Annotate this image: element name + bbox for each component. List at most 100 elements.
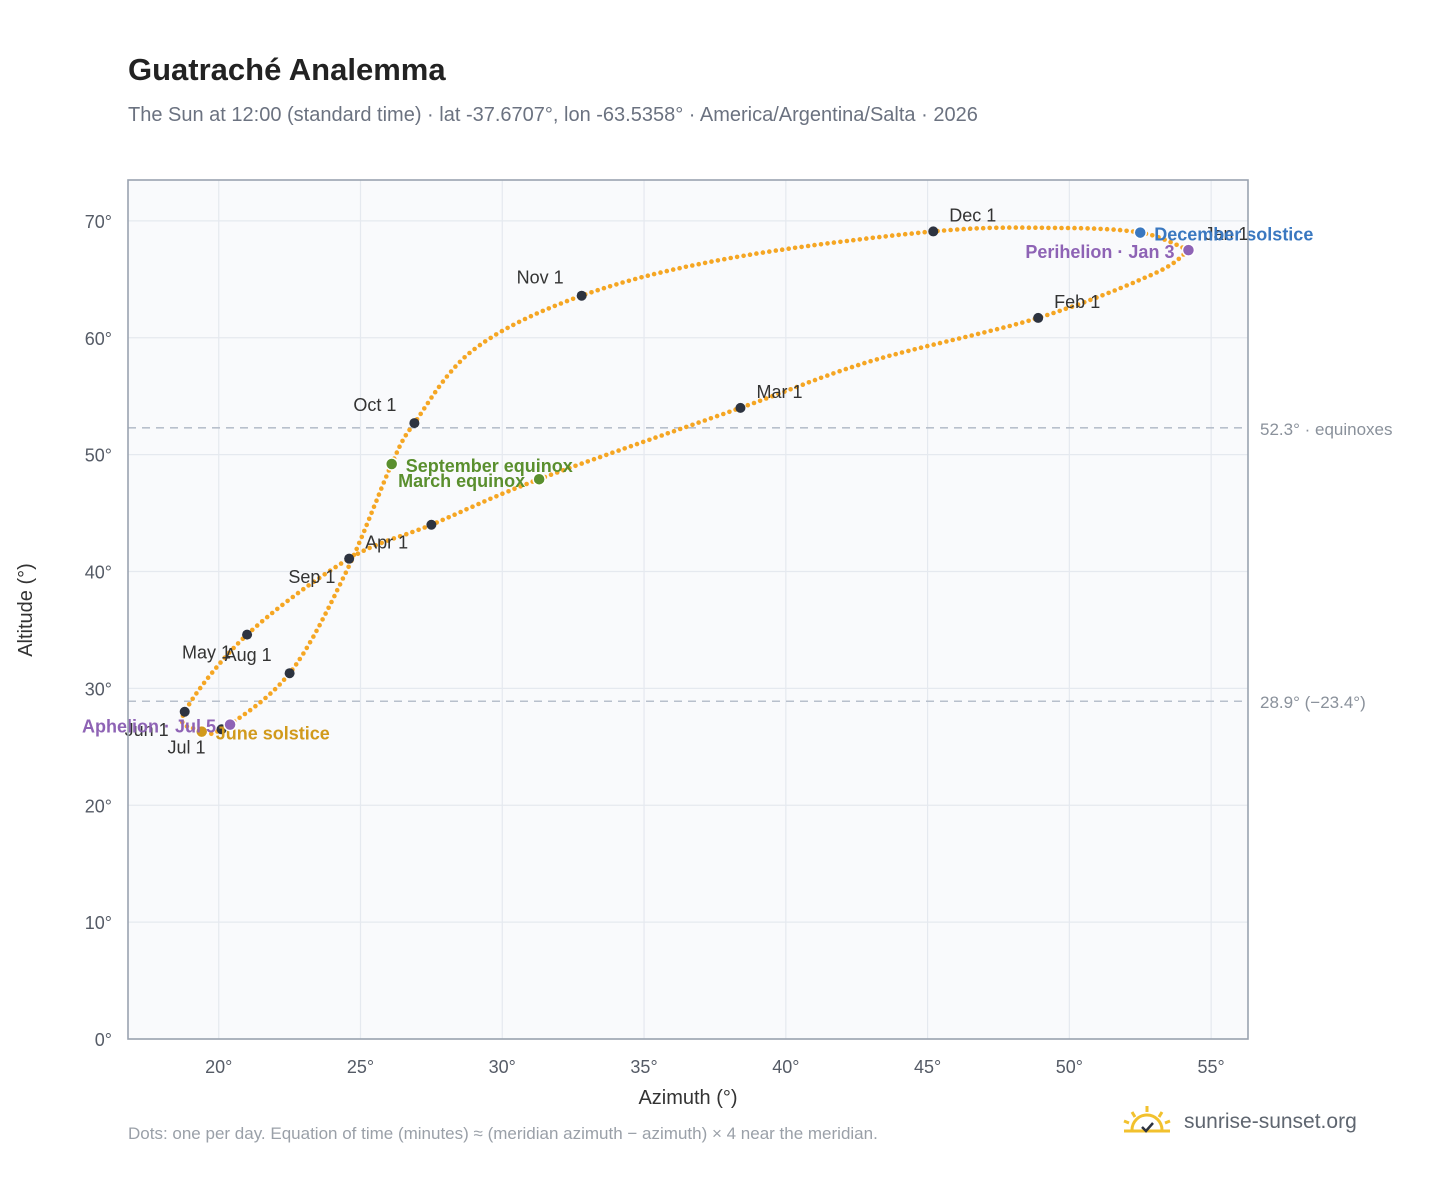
daily-sun-dot xyxy=(616,448,621,453)
daily-sun-dot xyxy=(665,431,671,436)
daily-sun-dot xyxy=(880,355,886,360)
daily-sun-dot xyxy=(887,353,892,359)
daily-sun-dot xyxy=(722,256,727,262)
daily-sun-dot xyxy=(201,680,207,686)
x-axis-label: Azimuth (°) xyxy=(638,1087,737,1109)
daily-sun-dot xyxy=(391,536,397,541)
brand-logo[interactable]: sunrise-sunset.org xyxy=(1120,1102,1357,1142)
daily-sun-dot xyxy=(653,435,658,440)
daily-sun-dot xyxy=(982,330,987,335)
daily-sun-dot xyxy=(922,229,927,235)
daily-sun-dot xyxy=(1082,299,1087,305)
daily-sun-dot xyxy=(889,233,895,238)
daily-sun-dot xyxy=(511,322,516,328)
daily-sun-dot xyxy=(1052,225,1058,231)
daily-sun-dot xyxy=(407,427,412,433)
month-marker-label: Mar 1 xyxy=(756,382,802,402)
daily-sun-dot xyxy=(1020,320,1025,325)
daily-sun-dot xyxy=(849,364,855,370)
daily-sun-dot xyxy=(1150,233,1155,238)
daily-sun-dot xyxy=(658,270,663,275)
daily-sun-dot xyxy=(788,387,793,392)
daily-sun-dot xyxy=(359,534,365,540)
daily-sun-dot xyxy=(831,240,837,245)
daily-sun-dot xyxy=(896,232,901,238)
daily-sun-dot xyxy=(552,303,558,309)
daily-sun-dot xyxy=(323,611,328,616)
daily-sun-dot xyxy=(870,235,876,241)
daily-sun-dot xyxy=(610,450,615,456)
daily-sun-dot xyxy=(1154,270,1159,275)
daily-sun-dot xyxy=(883,234,888,239)
daily-sun-dot xyxy=(522,316,528,322)
daily-sun-dot xyxy=(290,594,296,600)
daily-sun-dot xyxy=(941,228,947,233)
daily-sun-dot xyxy=(464,507,469,512)
daily-sun-dot xyxy=(356,540,362,546)
chart-subtitle: The Sun at 12:00 (standard time) · lat -… xyxy=(128,104,978,126)
month-marker-dot xyxy=(409,418,420,429)
month-marker-dot xyxy=(426,519,437,530)
y-tick-label: 30° xyxy=(85,679,112,699)
daily-sun-dot xyxy=(937,340,943,346)
daily-sun-dot xyxy=(670,267,676,272)
daily-sun-dot xyxy=(446,515,452,520)
daily-sun-dot xyxy=(373,543,378,548)
event-marker-dot xyxy=(384,457,399,471)
x-tick-label: 25° xyxy=(347,1057,374,1077)
daily-sun-dot xyxy=(263,695,268,701)
daily-sun-dot xyxy=(597,454,603,460)
daily-sun-dot xyxy=(381,480,387,485)
daily-sun-dot xyxy=(295,590,301,596)
daily-sun-dot xyxy=(516,319,522,325)
daily-sun-dot xyxy=(931,342,936,347)
daily-sun-dot xyxy=(472,346,477,352)
daily-sun-dot xyxy=(1111,227,1116,232)
daily-sun-dot xyxy=(622,446,627,451)
daily-sun-dot xyxy=(379,540,385,546)
daily-sun-dot xyxy=(647,437,652,443)
daily-sun-dot xyxy=(524,481,529,487)
daily-sun-dot xyxy=(994,326,1000,332)
daily-sun-dot xyxy=(585,459,591,464)
daily-sun-dot xyxy=(843,366,849,372)
footnote: Dots: one per day. Equation of time (min… xyxy=(128,1124,878,1143)
daily-sun-dot xyxy=(734,254,740,260)
daily-sun-dot xyxy=(595,287,600,293)
daily-sun-dot xyxy=(403,433,409,438)
daily-sun-dot xyxy=(573,463,578,469)
daily-sun-dot xyxy=(235,641,241,646)
daily-sun-dot xyxy=(367,545,372,551)
daily-sun-dot xyxy=(425,400,431,406)
daily-sun-dot xyxy=(452,512,457,517)
daily-sun-dot xyxy=(1046,225,1051,231)
daily-sun-dot xyxy=(690,422,695,428)
daily-sun-dot xyxy=(838,239,843,245)
daily-sun-dot xyxy=(432,389,438,395)
daily-sun-dot xyxy=(601,285,607,291)
daily-sun-dot xyxy=(1020,225,1025,230)
daily-sun-dot xyxy=(332,593,337,599)
daily-sun-dot xyxy=(1160,267,1165,272)
event-marker-label: Aphelion · Jul 5 xyxy=(82,717,216,737)
daily-sun-dot xyxy=(645,273,651,279)
daily-sun-dot xyxy=(297,656,303,662)
daily-sun-dot xyxy=(317,575,322,581)
daily-sun-dot xyxy=(254,623,260,628)
daily-sun-dot xyxy=(709,259,714,264)
y-axis-label: Altitude (°) xyxy=(15,563,37,657)
reference-line-label: 52.3° · equinoxes xyxy=(1260,420,1393,439)
month-marker-dot xyxy=(928,226,939,237)
daily-sun-dot xyxy=(482,339,488,344)
month-marker-dot xyxy=(735,402,746,413)
daily-sun-dot xyxy=(1091,226,1097,231)
daily-sun-dot xyxy=(1007,225,1012,230)
daily-sun-dot xyxy=(770,393,775,399)
daily-sun-dot xyxy=(925,343,930,349)
daily-sun-dot xyxy=(505,325,510,331)
daily-sun-dot xyxy=(721,411,726,417)
daily-sun-dot xyxy=(818,375,824,381)
daily-sun-dot xyxy=(436,384,442,390)
daily-sun-dot xyxy=(591,456,597,462)
